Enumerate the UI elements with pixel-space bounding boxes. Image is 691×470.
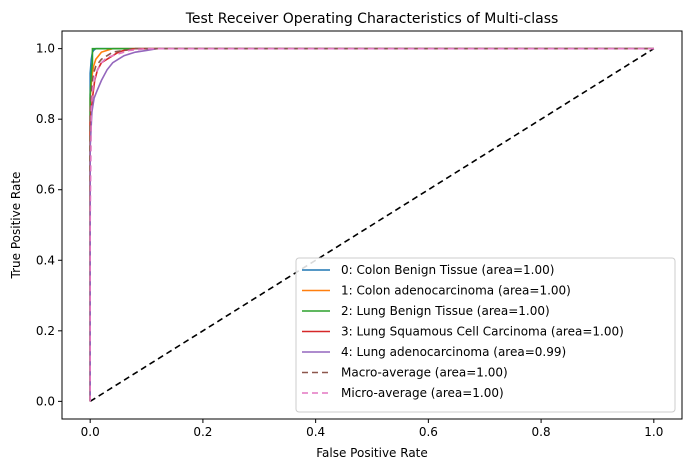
- y-tick-label: 0.8: [36, 112, 55, 126]
- y-axis-label: True Positive Rate: [9, 172, 23, 280]
- roc-series-line-4: [89, 47, 654, 402]
- x-tick-label: 0.0: [81, 425, 100, 439]
- y-tick-label: 1.0: [36, 42, 55, 56]
- chance-reference-line: [89, 47, 655, 403]
- legend-entry: 1: Colon adenocarcinoma (area=1.00): [341, 284, 571, 298]
- x-tick-label: 0.8: [532, 425, 551, 439]
- x-axis: 0.0 0.2 0.4 0.6 0.8 1.0: [81, 419, 663, 439]
- x-tick-label: 1.0: [644, 425, 663, 439]
- chart-title: Test Receiver Operating Characteristics …: [185, 11, 559, 27]
- x-axis-label: False Positive Rate: [316, 446, 428, 460]
- x-tick-label: 0.6: [419, 425, 438, 439]
- plot-area: [89, 47, 655, 403]
- y-axis: 0.0 0.2 0.4 0.6 0.8 1.0: [36, 42, 62, 408]
- roc-series-line-6: [89, 47, 654, 402]
- y-tick-label: 0.2: [36, 324, 55, 338]
- legend: 0: Colon Benign Tissue (area=1.00) 1: Col…: [295, 257, 676, 413]
- legend-entry: Macro-average (area=1.00): [341, 366, 508, 380]
- plot-frame: [61, 30, 683, 420]
- y-tick-label: 0.4: [36, 253, 55, 267]
- x-tick-label: 0.4: [306, 425, 325, 439]
- y-tick-label: 0.0: [36, 394, 55, 408]
- x-tick-label: 0.2: [193, 425, 212, 439]
- y-tick-label: 0.6: [36, 183, 55, 197]
- roc-series-line-5: [89, 47, 654, 402]
- legend-box: [295, 257, 676, 413]
- legend-entry: 2: Lung Benign Tissue (area=1.00): [341, 304, 550, 318]
- legend-entry: 0: Colon Benign Tissue (area=1.00): [341, 263, 554, 277]
- legend-entry: 3: Lung Squamous Cell Carcinoma (area=1.…: [341, 325, 624, 339]
- legend-entry: Micro-average (area=1.00): [341, 386, 504, 400]
- legend-entry: 4: Lung adenocarcinoma (area=0.99): [341, 345, 566, 359]
